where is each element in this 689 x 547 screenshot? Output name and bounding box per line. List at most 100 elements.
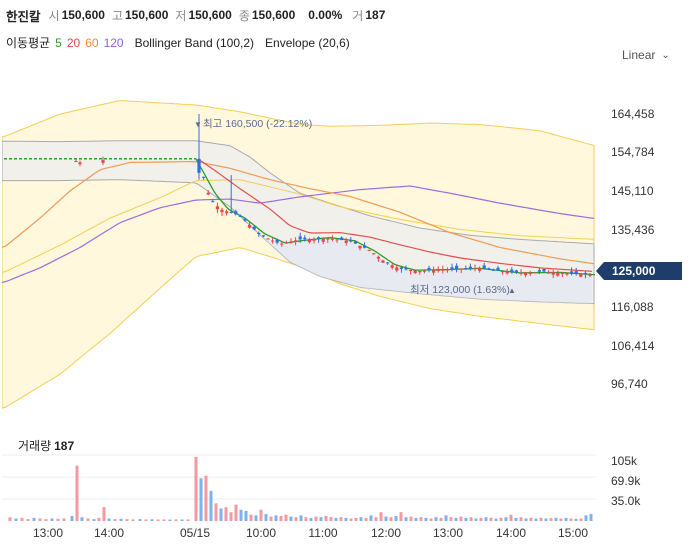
candle-body	[284, 242, 288, 244]
candle-body	[404, 268, 408, 270]
volume-bar	[219, 508, 223, 521]
volume-bar	[239, 509, 243, 521]
candle-body	[275, 239, 279, 243]
candle-body	[335, 239, 339, 241]
volume-bar	[384, 516, 388, 521]
candle-body	[565, 273, 569, 275]
volume-bar	[484, 517, 488, 521]
price-axis: 164,458 154,784 145,110 135,436 116,088 …	[611, 107, 655, 391]
change-rate: 0.00%	[308, 8, 343, 22]
candle-body	[344, 240, 348, 243]
candle-body	[206, 192, 210, 195]
volume-bar	[150, 519, 154, 521]
volume-bar	[50, 518, 54, 521]
volume-bar	[454, 517, 458, 521]
volume-bar	[224, 507, 228, 521]
volume-bar	[92, 519, 96, 521]
volume-bar	[519, 517, 523, 521]
high-value: 150,600	[125, 8, 169, 22]
indicator-legend[interactable]: 이동평균 5 20 60 120 Bollinger Band (100,2) …	[6, 34, 355, 51]
volume-bar	[8, 517, 12, 521]
candle-body	[372, 253, 376, 255]
candle-body	[459, 268, 463, 270]
volume-bar	[86, 518, 90, 521]
volume-bar	[379, 512, 383, 521]
volume-title-label: 거래량	[18, 439, 52, 453]
volume-bar	[354, 517, 358, 521]
candle-body	[215, 206, 219, 210]
candle-body	[386, 262, 390, 264]
low-marker-icon: ▲	[508, 286, 516, 295]
candle-body	[261, 235, 265, 237]
volume-bar	[249, 514, 253, 521]
time-tick: 14:00	[496, 526, 526, 540]
time-tick: 15:00	[558, 526, 588, 540]
low-annotation: 최저 123,000 (1.63%)	[410, 284, 510, 296]
volume-bar	[499, 517, 503, 521]
volume-bar	[174, 519, 178, 521]
candle-body	[330, 238, 334, 240]
candle-body	[583, 272, 587, 275]
price-tick: 135,436	[611, 223, 655, 237]
candle-body	[505, 271, 509, 274]
candle-body	[501, 271, 505, 273]
volume-bar	[119, 518, 123, 521]
volume-bar	[414, 517, 418, 521]
open-label: 시	[48, 8, 60, 23]
volume-bar	[26, 519, 30, 521]
volume-bar	[97, 517, 101, 521]
volume-bar	[554, 517, 558, 521]
volume-bar	[75, 465, 79, 521]
volume-bar	[579, 518, 583, 521]
volume-bar	[309, 517, 313, 521]
candle-body	[298, 236, 302, 240]
volume-bar	[259, 509, 263, 521]
volume-bar	[399, 512, 403, 521]
candle-body	[533, 272, 537, 274]
volume-bar	[138, 519, 142, 521]
volume-bar	[107, 518, 111, 521]
volume-bar	[144, 519, 148, 521]
current-price-label: 125,000	[612, 264, 656, 278]
time-tick: 11:00	[308, 526, 337, 540]
candle-body	[248, 224, 252, 228]
low-value: 150,600	[188, 8, 232, 22]
candle-body	[514, 270, 518, 273]
candle-body	[418, 271, 422, 273]
quote-header: 한진칼 시 150,600 고 150,600 저 150,600 종 150,600 …	[6, 6, 392, 24]
volume-bar	[80, 517, 84, 521]
volume-value: 187	[365, 8, 386, 22]
candle-body	[542, 269, 546, 272]
volume-bar	[439, 517, 443, 521]
candle-body	[510, 269, 514, 273]
candle-body	[478, 267, 482, 271]
stock-name: 한진칼	[6, 9, 41, 24]
candle-body	[528, 272, 532, 274]
volume-bar	[549, 518, 553, 521]
bollinger-lower-shade	[260, 234, 592, 304]
volume-bar	[229, 512, 233, 521]
price-tick: 164,458	[611, 107, 655, 121]
candle-body	[280, 243, 284, 245]
ma-20-line	[199, 159, 593, 272]
ma-label: 이동평균	[6, 36, 51, 50]
volume-bar	[20, 517, 24, 521]
candle-body	[326, 238, 330, 240]
ma-60-line	[2, 161, 595, 265]
candle-body	[101, 160, 105, 163]
ma-5-line	[195, 158, 595, 276]
candle-body	[524, 272, 528, 276]
candle-body	[381, 260, 385, 263]
price-tick: 145,110	[611, 184, 654, 198]
volume-bar	[274, 515, 278, 521]
volume-bar	[156, 519, 160, 521]
volume-bar	[102, 507, 106, 521]
candle-body	[234, 211, 238, 215]
candle-body	[395, 267, 399, 271]
candle-body	[252, 226, 256, 230]
volume-bar	[209, 490, 213, 521]
volume-bar	[559, 518, 563, 521]
price-tick: 116,088	[611, 300, 654, 314]
scale-dropdown[interactable]: Linear ⌄	[622, 48, 670, 62]
